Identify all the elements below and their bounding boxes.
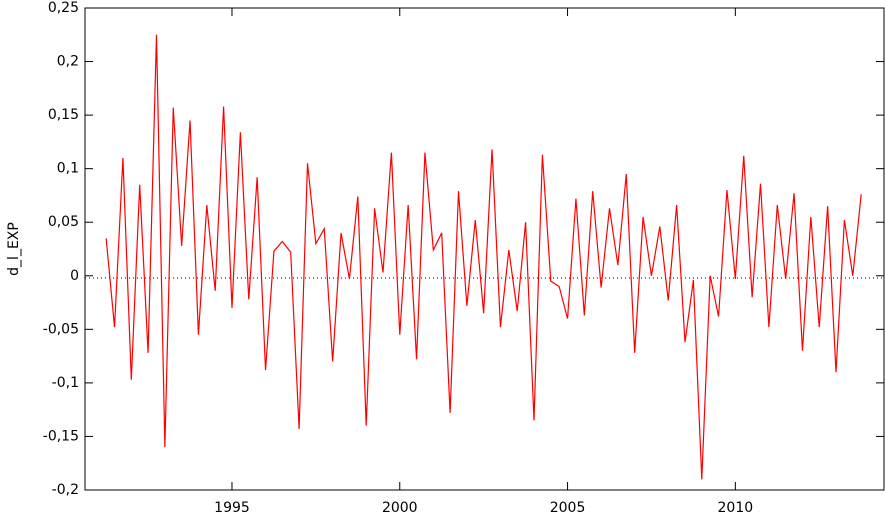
y-tick-label: -0,2 [52, 482, 79, 498]
x-tick-label: 2005 [550, 500, 586, 516]
x-tick-label: 2000 [382, 500, 418, 516]
data-line [105, 34, 862, 480]
x-tick-label: 2010 [718, 500, 754, 516]
y-tick-label: 0,05 [48, 214, 79, 230]
y-tick-label: 0 [70, 268, 79, 284]
y-tick-label: 0,1 [57, 161, 79, 177]
y-tick-label: 0,15 [48, 107, 79, 123]
x-tick-label: 1995 [214, 500, 250, 516]
y-tick-label: 0,25 [48, 0, 79, 16]
plot-frame [84, 7, 885, 491]
y-axis-label: d_l_EXP [6, 222, 22, 276]
y-tick-label: -0,1 [52, 375, 79, 391]
y-tick-label: 0,2 [57, 54, 79, 70]
y-tick-label: -0,05 [43, 321, 79, 337]
y-tick-label: -0,15 [43, 428, 79, 444]
